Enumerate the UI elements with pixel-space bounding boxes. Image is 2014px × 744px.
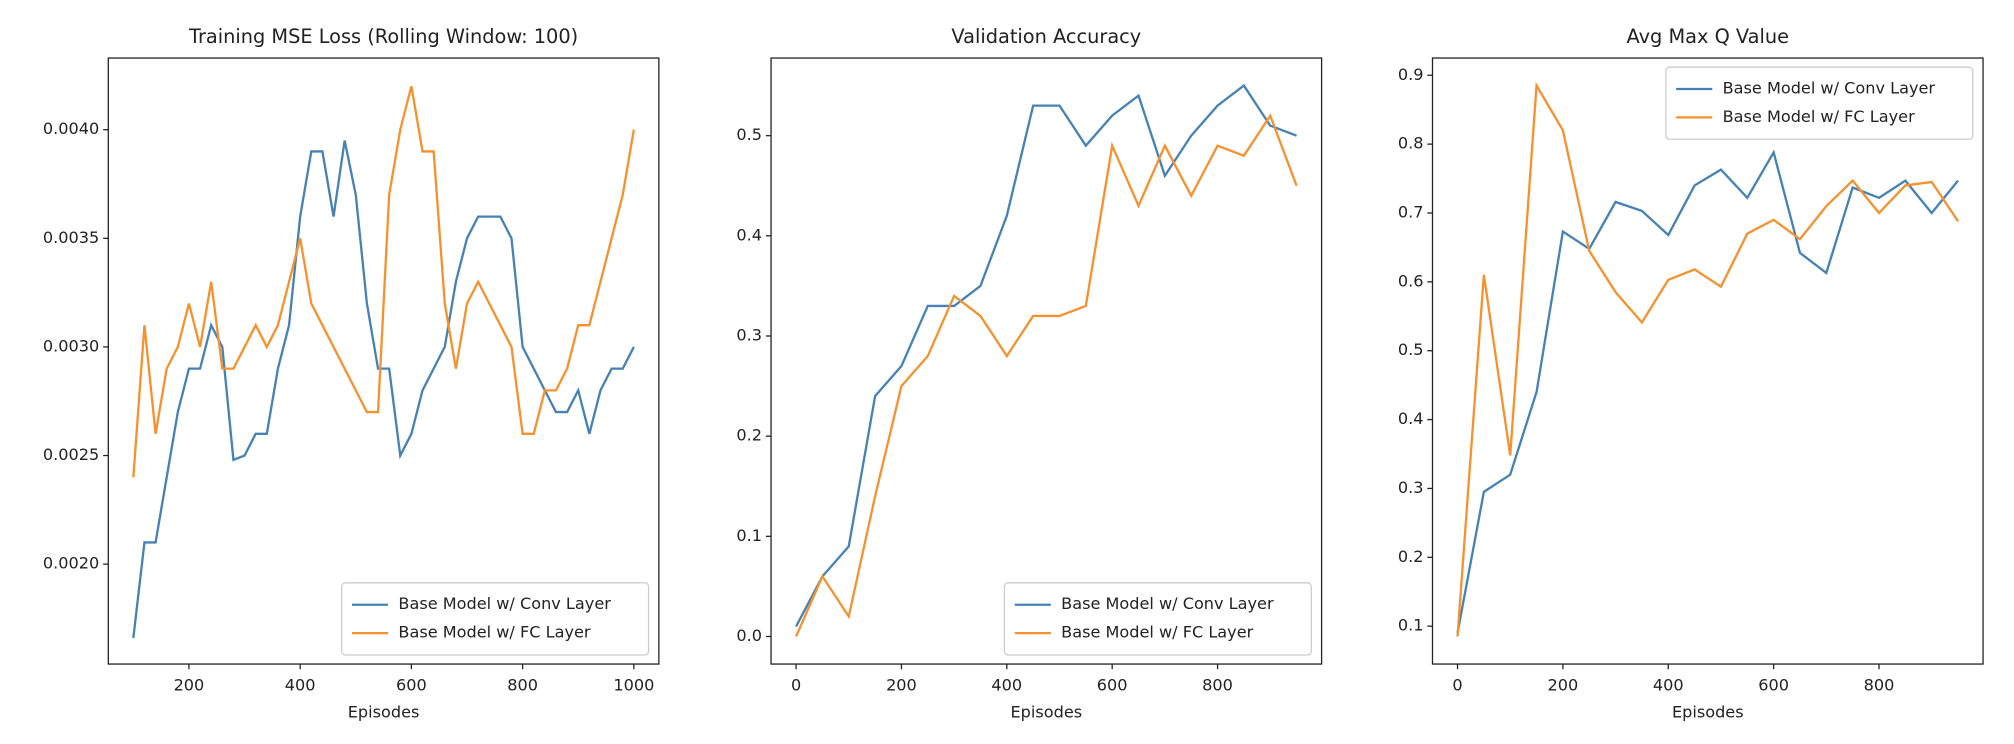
- y-tick-label: 0.3: [1398, 478, 1424, 497]
- x-tick-label: 0: [791, 675, 801, 694]
- plot-frame: [770, 57, 1323, 665]
- legend-label: Base Model w/ Conv Layer: [1723, 78, 1936, 97]
- y-tick-label: 0.2: [736, 426, 762, 445]
- y-tick-label: 0.6: [1398, 271, 1424, 290]
- y-tick-label: 0.9: [1398, 65, 1424, 84]
- y-tick-label: 0.0: [736, 626, 762, 645]
- x-tick-label: 600: [396, 675, 427, 694]
- legend-box: [1003, 582, 1312, 656]
- series-line: [1456, 149, 1959, 634]
- x-tick-label: 400: [285, 675, 316, 694]
- x-tick-label: 800: [507, 675, 538, 694]
- x-axis-label: Episodes: [348, 703, 420, 722]
- legend-label: Base Model w/ Conv Layer: [1061, 594, 1274, 613]
- y-tick-label: 0.0030: [43, 336, 99, 355]
- series-line: [795, 83, 1297, 628]
- x-tick-label: 800: [1864, 675, 1895, 694]
- y-tick-label: 0.5: [736, 125, 762, 144]
- x-tick-label: 0: [1452, 675, 1462, 694]
- x-tick-label: 200: [1548, 675, 1579, 694]
- x-axis-label: Episodes: [1672, 703, 1744, 722]
- legend-label: Base Model w/ Conv Layer: [398, 594, 611, 613]
- series-line: [132, 85, 635, 478]
- y-tick-label: 0.5: [1398, 340, 1424, 359]
- y-tick-label: 0.4: [736, 225, 762, 244]
- x-tick-label: 600: [1097, 675, 1128, 694]
- x-tick-label: 800: [1202, 675, 1233, 694]
- x-tick-label: 600: [1758, 675, 1789, 694]
- y-tick-label: 0.1: [1398, 616, 1424, 635]
- x-tick-label: 400: [991, 675, 1022, 694]
- chart-title: Avg Max Q Value: [1627, 25, 1789, 48]
- y-tick-label: 0.0035: [43, 228, 99, 247]
- legend-label: Base Model w/ FC Layer: [1723, 107, 1915, 126]
- series-line: [1456, 81, 1959, 637]
- legend-box: [1665, 66, 1974, 140]
- y-tick-label: 0.1: [736, 526, 762, 545]
- y-tick-label: 0.0025: [43, 445, 99, 464]
- chart-title: Training MSE Loss (Rolling Window: 100): [188, 25, 578, 48]
- x-axis-label: Episodes: [1010, 703, 1082, 722]
- x-tick-label: 1000: [613, 675, 654, 694]
- series-line: [132, 140, 635, 639]
- y-tick-label: 0.0040: [43, 119, 99, 138]
- legend-label: Base Model w/ FC Layer: [1061, 623, 1253, 642]
- x-tick-label: 200: [174, 675, 205, 694]
- plot-frame: [1431, 57, 1984, 665]
- x-tick-label: 200: [886, 675, 917, 694]
- y-tick-label: 0.4: [1398, 409, 1424, 428]
- y-tick-label: 0.2: [1398, 547, 1424, 566]
- y-tick-label: 0.3: [736, 325, 762, 344]
- y-tick-label: 0.8: [1398, 134, 1424, 153]
- legend-label: Base Model w/ FC Layer: [398, 623, 590, 642]
- x-tick-label: 400: [1653, 675, 1684, 694]
- y-tick-label: 0.0020: [43, 554, 99, 573]
- chart-title: Validation Accuracy: [951, 25, 1141, 48]
- plot-frame: [107, 57, 660, 665]
- y-tick-label: 0.7: [1398, 202, 1424, 221]
- series-line: [795, 113, 1298, 637]
- legend-box: [341, 582, 650, 656]
